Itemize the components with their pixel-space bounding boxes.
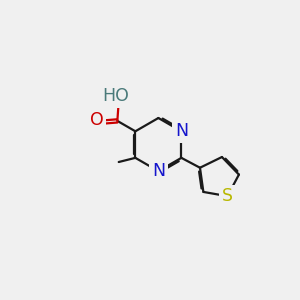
Text: N: N — [175, 122, 188, 140]
Text: HO: HO — [102, 87, 129, 105]
Text: O: O — [90, 111, 104, 129]
Text: N: N — [152, 162, 165, 180]
Text: S: S — [222, 187, 233, 205]
